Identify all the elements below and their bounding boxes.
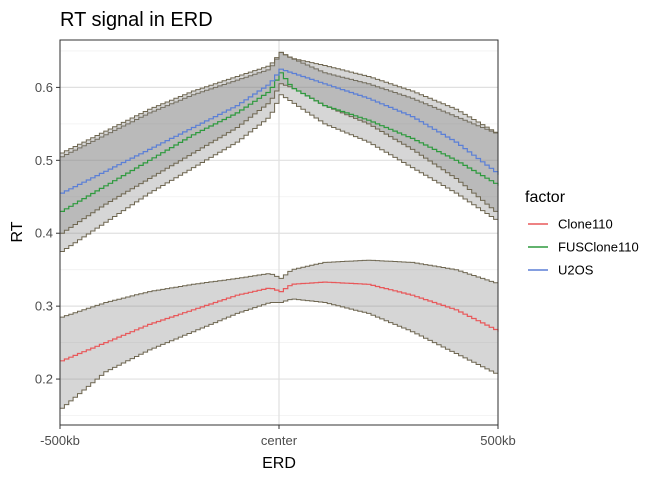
series-line-u2os: [60, 68, 499, 194]
legend-title: factor: [525, 189, 566, 206]
x-axis-ticks: -500kb center 500kb: [40, 425, 516, 448]
confidence-band-fusclone110: [60, 52, 498, 252]
legend-label: FUSClone110: [558, 240, 639, 255]
series-line-clone110: [60, 281, 499, 362]
x-axis-title: ERD: [262, 455, 296, 472]
y-tick-label: 0.3: [35, 299, 53, 314]
band-lower-edge: [60, 298, 499, 409]
series-lines: [60, 68, 499, 362]
plot-area: [59, 39, 499, 426]
y-tick-label: 0.4: [35, 226, 53, 241]
y-tick-label: 0.2: [35, 372, 53, 387]
y-axis-title: RT: [9, 221, 26, 242]
chart-title: RT signal in ERD: [60, 9, 213, 31]
band-upper-edge: [60, 51, 499, 154]
legend-label: Clone110: [558, 217, 613, 232]
x-tick-label: 500kb: [480, 433, 515, 448]
confidence-band-clone110: [60, 260, 498, 409]
y-axis-ticks: 0.2 0.3 0.4 0.5 0.6: [35, 80, 60, 387]
confidence-band-u2os: [60, 52, 498, 234]
legend: factor Clone110 FUSClone110 U2OS: [525, 189, 639, 278]
x-tick-label: -500kb: [40, 433, 80, 448]
x-tick-label: center: [261, 433, 298, 448]
ribbons: [60, 51, 499, 409]
y-tick-label: 0.5: [35, 153, 53, 168]
legend-label: U2OS: [558, 263, 594, 278]
band-upper-edge: [60, 259, 499, 318]
band-lower-edge: [60, 94, 499, 252]
y-tick-label: 0.6: [35, 80, 53, 95]
band-lower-edge: [60, 83, 499, 234]
